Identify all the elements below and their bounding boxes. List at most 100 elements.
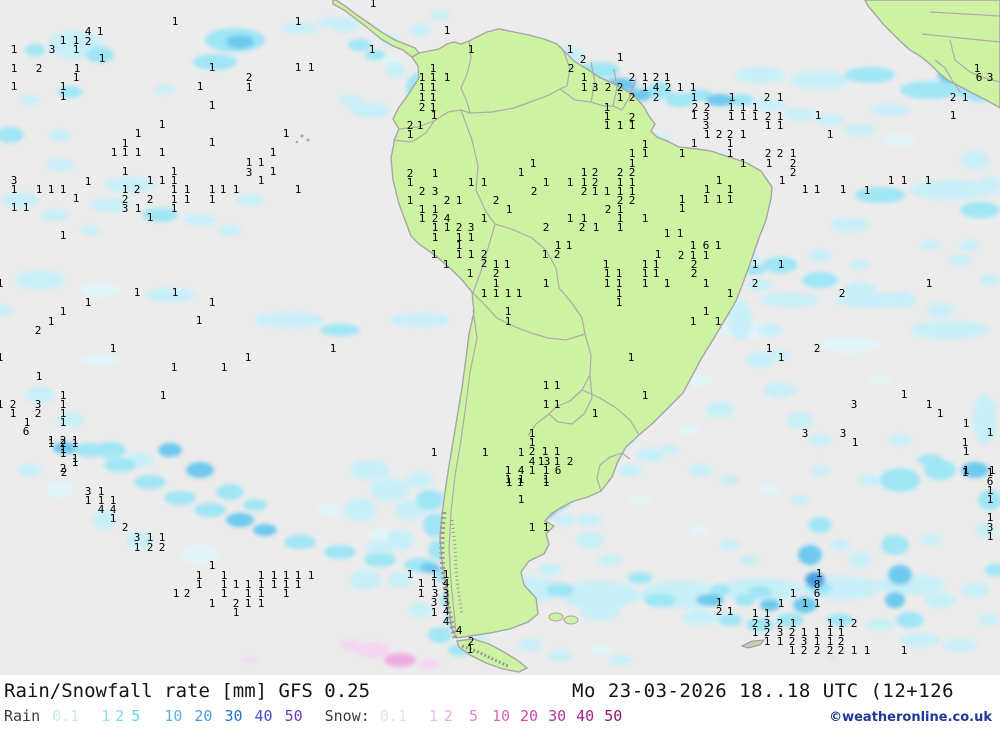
precip-value-label: 1 — [246, 156, 253, 169]
precip-value-label: 1 — [122, 183, 129, 196]
precip-value-label: 4 — [443, 605, 450, 618]
rain-cell — [186, 462, 214, 478]
precip-value-label: 1 — [604, 277, 611, 290]
precip-value-label: 1 — [518, 166, 525, 179]
precip-value-label: 1 — [567, 176, 574, 189]
rain-cell — [784, 109, 816, 121]
rain-cell — [688, 464, 712, 476]
precip-value-label: 1 — [60, 80, 67, 93]
precip-value-label: 1 — [456, 231, 463, 244]
precip-value-label: 1 — [0, 277, 3, 290]
precip-value-label: 1 — [245, 587, 252, 600]
rain-cell — [104, 458, 136, 472]
precip-value-label: 1 — [456, 248, 463, 261]
precip-value-label: 1 — [851, 644, 858, 657]
rain-cell — [628, 572, 652, 584]
precip-value-label: 1 — [135, 146, 142, 159]
precip-value-label: 2 — [827, 644, 834, 657]
precip-value-label: 1 — [419, 91, 426, 104]
precip-value-label: 1 — [777, 119, 784, 132]
precip-value-label: 1 — [431, 577, 438, 590]
precip-value-label: 2 — [691, 258, 698, 271]
precip-value-label: 1 — [581, 81, 588, 94]
precip-value-label: 1 — [493, 258, 500, 271]
rain-cell — [134, 475, 166, 489]
rain-cell — [636, 448, 664, 462]
rain-cell — [598, 554, 622, 566]
rain-cell — [896, 612, 924, 628]
rain-cell — [348, 39, 372, 51]
precip-value-label: 2 — [838, 644, 845, 657]
precip-value-label: 1 — [691, 91, 698, 104]
precip-value-label: 2 — [777, 617, 784, 630]
precip-value-label: 1 — [567, 43, 574, 56]
precip-value-label: 1 — [184, 183, 191, 196]
precip-value-label: 2 — [851, 617, 858, 630]
precip-value-label: 1 — [0, 398, 3, 411]
rain-cell — [978, 490, 1000, 510]
precip-value-label: 1 — [99, 52, 106, 65]
rain-cell — [93, 510, 117, 530]
precip-value-label: 1 — [789, 644, 796, 657]
precip-value-label: 1 — [171, 165, 178, 178]
precip-value-label: 1 — [617, 185, 624, 198]
snow-legend-value: 2 — [443, 707, 453, 725]
precip-value-label: 1 — [617, 203, 624, 216]
precip-value-label: 1 — [271, 578, 278, 591]
precip-value-label: 1 — [159, 174, 166, 187]
precip-value-label: 1 — [827, 128, 834, 141]
precip-value-label: 3 — [431, 596, 438, 609]
precip-value-label: 1 — [122, 137, 129, 150]
precip-value-label: 1 — [468, 231, 475, 244]
rain-legend-value: 0.1 — [52, 707, 80, 725]
rain-cell — [866, 619, 894, 631]
precip-value-label: 1 — [418, 577, 425, 590]
precip-value-label: 1 — [209, 193, 216, 206]
rain-cell — [670, 595, 690, 605]
precip-value-label: 1 — [852, 436, 859, 449]
precip-value-label: 1 — [72, 456, 79, 469]
precip-value-label: 4 — [653, 81, 660, 94]
rain-legend-scale: 0.1 1 2 5 10 20 30 40 50 — [40, 707, 303, 725]
rain-cell — [926, 303, 954, 317]
precip-value-label: 1 — [122, 146, 129, 159]
precip-value-label: 1 — [171, 183, 178, 196]
precip-value-label: 2 — [716, 605, 723, 618]
precip-value-label: 1 — [518, 493, 525, 506]
precip-value-label: 1 — [604, 101, 611, 114]
precip-value-label: 1 — [270, 146, 277, 159]
precip-value-label: 1 — [838, 617, 845, 630]
precip-value-label: 1 — [48, 315, 55, 328]
precip-value-label: 2 — [629, 71, 636, 84]
rain-cell — [793, 597, 817, 613]
rain-cell — [648, 82, 672, 98]
precip-value-label: 3 — [703, 119, 710, 132]
title-row: Rain/Snowfall rate [mm] GFS 0.25 Mo 23-0… — [0, 675, 1000, 705]
precip-value-label: 1 — [664, 227, 671, 240]
precip-value-label: 1 — [752, 258, 759, 271]
precip-value-label: 1 — [728, 101, 735, 114]
snow-legend-scale: 0.1 1 2 5 10 20 30 40 50 — [370, 707, 623, 725]
precip-value-label: 2 — [790, 157, 797, 170]
rain-cell — [960, 240, 980, 250]
precip-value-label: 2 — [765, 110, 772, 123]
precip-value-label: 1 — [777, 635, 784, 648]
precip-value-label: 1 — [529, 436, 536, 449]
precip-value-label: 6 — [703, 239, 710, 252]
precip-value-label: 1 — [74, 62, 81, 75]
rain-cell — [420, 563, 440, 573]
copyright-link[interactable]: ©weatheronline.co.uk — [829, 710, 992, 725]
precip-value-label: 1 — [11, 43, 18, 56]
precip-value-label: 3 — [987, 71, 994, 84]
precip-value-label: 1 — [543, 476, 550, 489]
precip-value-label: 1 — [764, 635, 771, 648]
rain-cell — [80, 225, 100, 235]
rain-legend-label: Rain — [4, 707, 41, 725]
rain-cell — [960, 202, 1000, 218]
rain-cell — [184, 214, 216, 226]
rain-cell — [608, 655, 632, 665]
precip-value-label: 1 — [814, 626, 821, 639]
rain-cell — [884, 292, 916, 308]
precip-value-label: 1 — [36, 370, 43, 383]
